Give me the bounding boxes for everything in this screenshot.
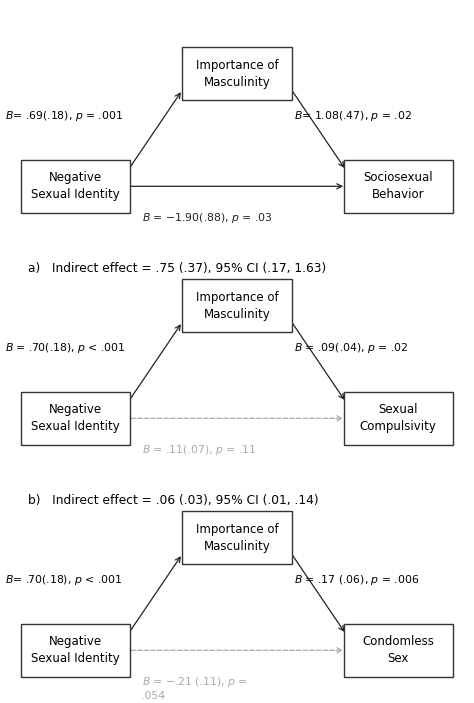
FancyBboxPatch shape (182, 512, 292, 564)
FancyBboxPatch shape (344, 160, 453, 212)
Text: b)   Indirect effect = .06 (.03), 95% CI (.01, .14): b) Indirect effect = .06 (.03), 95% CI (… (28, 494, 319, 508)
Text: $B$ = .09(.04), $p$ = .02: $B$ = .09(.04), $p$ = .02 (294, 341, 409, 355)
FancyBboxPatch shape (21, 392, 130, 445)
FancyBboxPatch shape (344, 392, 453, 445)
Text: Condomless
Sex: Condomless Sex (362, 636, 434, 665)
Text: $B$ = .17 (.06), $p$ = .006: $B$ = .17 (.06), $p$ = .006 (294, 573, 419, 587)
Text: $B$ = −.21 (.11), $p$ =
.054: $B$ = −.21 (.11), $p$ = .054 (142, 676, 248, 701)
Text: Importance of
Masculinity: Importance of Masculinity (196, 291, 278, 321)
Text: Importance of
Masculinity: Importance of Masculinity (196, 59, 278, 89)
Text: a)   Indirect effect = .75 (.37), 95% CI (.17, 1.63): a) Indirect effect = .75 (.37), 95% CI (… (28, 262, 327, 276)
FancyBboxPatch shape (344, 624, 453, 676)
Text: Negative
Sexual Identity: Negative Sexual Identity (31, 172, 120, 201)
FancyBboxPatch shape (182, 47, 292, 100)
Text: Importance of
Masculinity: Importance of Masculinity (196, 523, 278, 553)
Text: $B$= 1.08(.47), $p$ = .02: $B$= 1.08(.47), $p$ = .02 (294, 109, 412, 123)
FancyBboxPatch shape (21, 160, 130, 212)
Text: Sociosexual
Behavior: Sociosexual Behavior (364, 172, 433, 201)
FancyBboxPatch shape (21, 624, 130, 676)
Text: Sexual
Compulsivity: Sexual Compulsivity (360, 404, 437, 433)
Text: $B$= .69(.18), $p$ = .001: $B$= .69(.18), $p$ = .001 (5, 109, 123, 123)
Text: $B$ = −1.90(.88), $p$ = .03: $B$ = −1.90(.88), $p$ = .03 (142, 212, 273, 226)
Text: $B$= .70(.18), $p$ < .001: $B$= .70(.18), $p$ < .001 (5, 573, 122, 587)
FancyBboxPatch shape (182, 280, 292, 333)
Text: Negative
Sexual Identity: Negative Sexual Identity (31, 404, 120, 433)
Text: Negative
Sexual Identity: Negative Sexual Identity (31, 636, 120, 665)
Text: $B$ = .11(.07), $p$ = .11: $B$ = .11(.07), $p$ = .11 (142, 444, 257, 458)
Text: $B$ = .70(.18), $p$ < .001: $B$ = .70(.18), $p$ < .001 (5, 341, 126, 355)
